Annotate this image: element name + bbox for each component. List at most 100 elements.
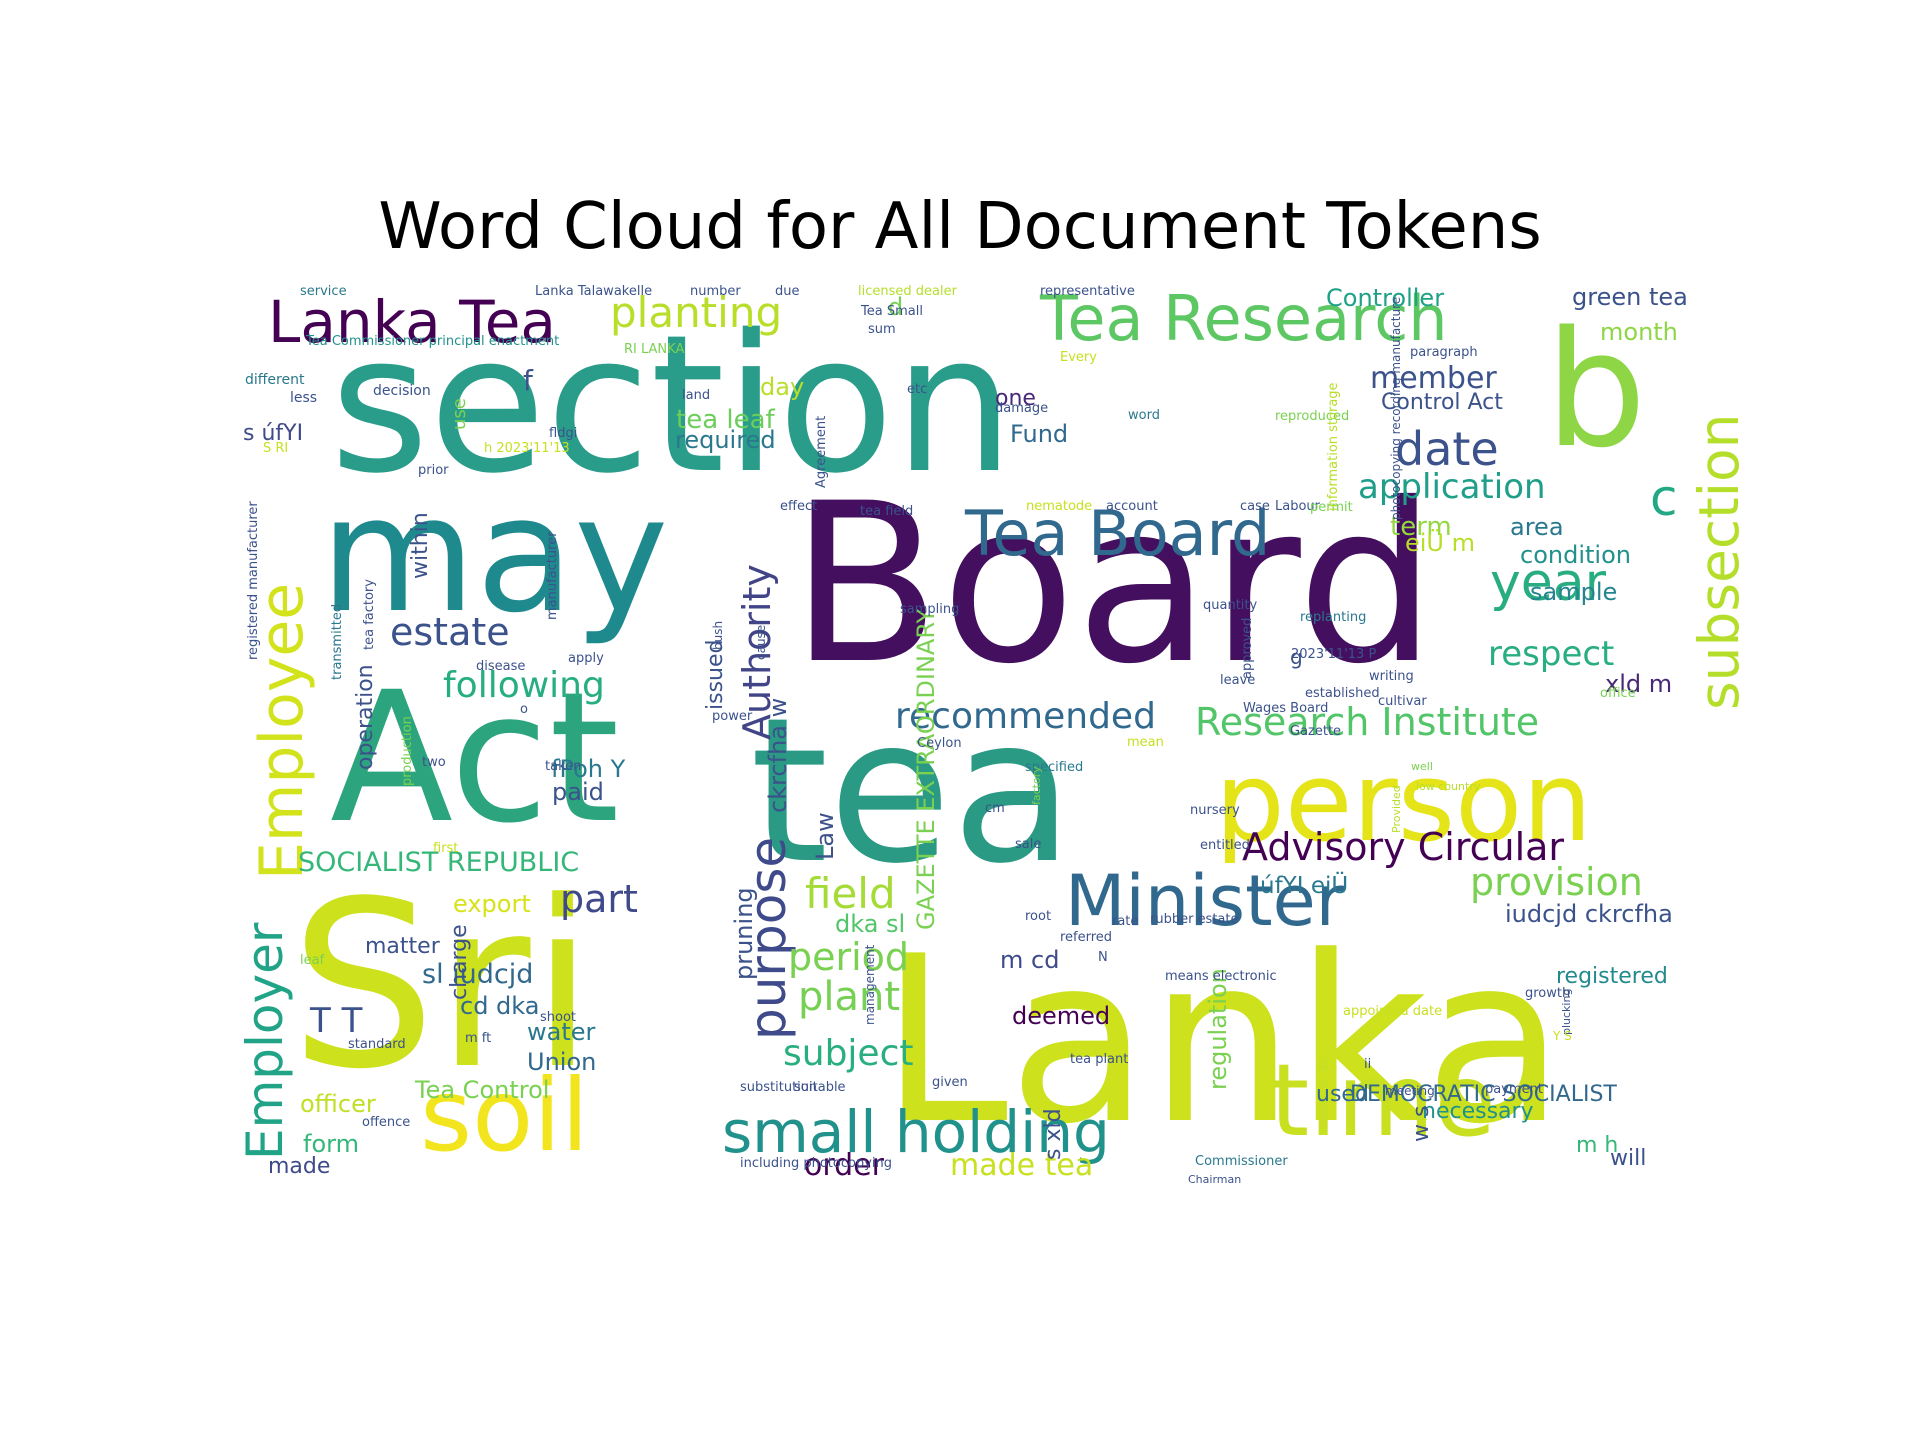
word-154: Ceylon (917, 736, 962, 751)
word-113: land (682, 388, 710, 403)
word-64: matter (365, 934, 441, 959)
word-3: section (330, 294, 1014, 515)
word-46: day (760, 373, 804, 401)
word-78: f (523, 364, 534, 397)
word-192: including photocopying (740, 1156, 892, 1171)
word-143: writing (1369, 669, 1414, 684)
word-55: dka sl (835, 910, 905, 938)
word-178: management (863, 944, 877, 1025)
word-129: permit (1310, 500, 1353, 515)
word-188: substitution (740, 1080, 817, 1095)
word-106: Tea Commissioner principal enactment (305, 334, 559, 349)
word-179: appointed date (1343, 1004, 1442, 1019)
word-148: Wages Board (1243, 701, 1328, 716)
word-37: subject (783, 1033, 913, 1074)
word-145: apply (568, 651, 604, 666)
word-161: cm (985, 801, 1005, 816)
word-8: may (320, 461, 669, 648)
word-84: ckrcfha w (764, 698, 792, 813)
word-141: 2023'11'13 P (1291, 647, 1376, 662)
word-175: means electronic (1165, 969, 1277, 984)
word-184: tea plant (1070, 1052, 1128, 1067)
word-11: soil (420, 1057, 589, 1174)
word-126: account (1106, 499, 1158, 514)
word-79: use (449, 398, 470, 430)
word-110: different (245, 372, 305, 388)
word-83: paid (552, 778, 604, 806)
word-159: factory (1030, 766, 1043, 805)
word-26: c (1650, 469, 1678, 527)
word-164: nursery (1190, 803, 1240, 818)
word-66: Tea Control (414, 1076, 549, 1104)
word-86: operation (353, 664, 378, 770)
word-121: prior (418, 463, 449, 478)
word-22: purpose (739, 837, 797, 1040)
word-67: form (303, 1130, 359, 1158)
word-158: specified (1025, 760, 1083, 775)
word-76: T T (309, 1001, 363, 1041)
word-127: case (1240, 499, 1270, 514)
word-191: offence (362, 1115, 410, 1130)
word-5: Act (330, 654, 620, 863)
word-107: RI LANKA (624, 342, 684, 357)
word-1: Sri (290, 853, 594, 1120)
word-139: quantity (1203, 598, 1258, 613)
word-65: officer (300, 1090, 376, 1118)
word-4: Board (790, 456, 1437, 712)
word-17: date (1395, 422, 1499, 476)
word-171: referred (1060, 930, 1112, 945)
word-182: m ft (465, 1031, 491, 1046)
word-189: suitable (794, 1080, 846, 1095)
word-125: nematode (1026, 499, 1092, 514)
word-120: S RI (263, 441, 288, 456)
word-124: tea field (860, 504, 913, 519)
word-109: Every (1060, 350, 1097, 365)
word-13: Tea Board (964, 497, 1270, 570)
word-128: Labour (1275, 499, 1321, 514)
word-104: Tea Small (860, 304, 923, 319)
word-15: Minister (1065, 860, 1345, 942)
word-12: Tea Research (1039, 282, 1448, 355)
word-153: power (712, 709, 753, 724)
word-52: xld m (1605, 670, 1672, 698)
word-68: made (268, 1154, 330, 1179)
word-103: representative (1040, 284, 1135, 299)
word-56: iudcjd ckrcfha (1505, 900, 1673, 928)
word-89: regulation (1204, 968, 1232, 1090)
word-183: standard (348, 1037, 406, 1052)
word-54: export (453, 890, 531, 918)
word-88: charge (447, 924, 472, 1000)
word-95: úfYI eiÜ (1260, 871, 1348, 899)
word-41: green tea (1572, 283, 1688, 311)
word-48: term (1390, 512, 1452, 542)
word-119: h 2023'11'13 (484, 441, 570, 456)
word-35: period (788, 935, 909, 979)
word-135: manufacturer (545, 531, 560, 620)
word-165: Provided (1390, 785, 1403, 833)
word-157: taken (545, 759, 581, 774)
word-160: production (400, 716, 415, 786)
word-105: sum (868, 322, 896, 337)
word-147: established (1305, 686, 1380, 701)
word-27: planting (610, 288, 782, 337)
word-31: Research Institute (1195, 700, 1539, 744)
word-62: water (527, 1018, 596, 1046)
word-6: tea (750, 675, 1074, 908)
word-122: Agreement (814, 416, 829, 488)
word-163: low country (1416, 780, 1481, 793)
word-118: fldgi (549, 426, 577, 441)
word-123: effect (780, 499, 817, 514)
word-168: first (433, 841, 458, 856)
word-82: fPoh Y (551, 755, 626, 783)
word-146: leave (1220, 673, 1255, 688)
word-112: decision (373, 383, 431, 399)
word-186: meeting (1385, 1084, 1435, 1098)
word-69: order (804, 1148, 885, 1183)
word-130: information storage (1326, 382, 1341, 511)
word-77: s úfYI (243, 421, 303, 446)
word-34: provision (1470, 860, 1643, 904)
word-81: d (888, 293, 903, 321)
word-90: pruning (730, 887, 758, 980)
word-30: recommended (895, 696, 1156, 737)
word-92: GAZETTE EXTRAORDINARY (912, 609, 940, 930)
